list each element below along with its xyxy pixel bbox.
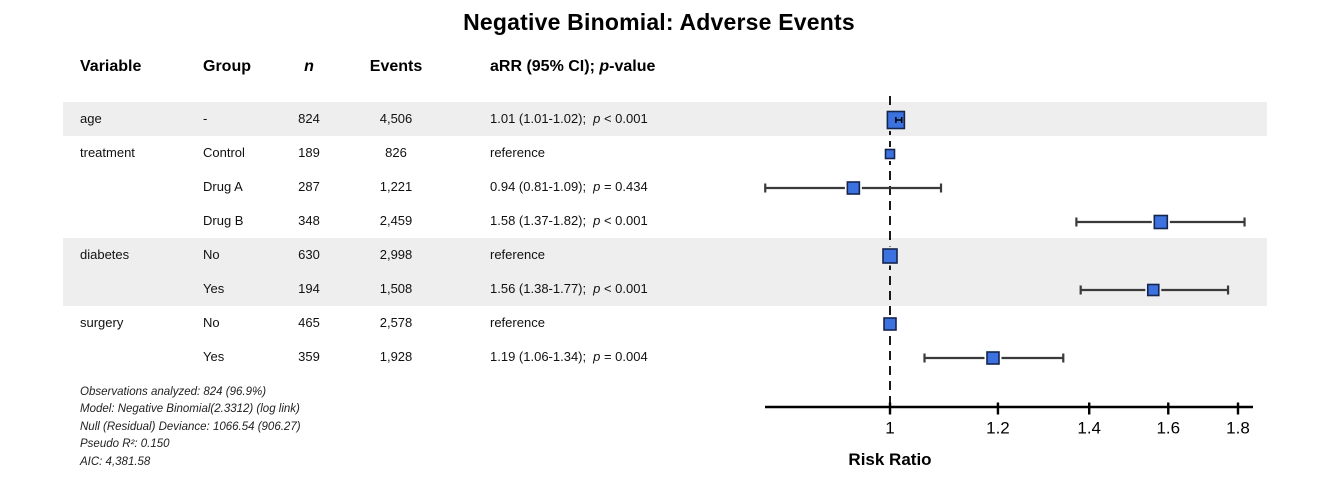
- cell-n: 824: [298, 111, 320, 126]
- table-row: treatment Control 189 826 reference: [63, 136, 1267, 170]
- cell-events: 1,508: [379, 281, 413, 296]
- footnote-line: Model: Negative Binomial(2.3312) (log li…: [80, 403, 300, 416]
- cell-estimate: 0.94 (0.81-1.09); p = 0.434: [490, 179, 648, 194]
- cell-n: 287: [298, 179, 320, 194]
- p-value-symbol: p: [593, 281, 601, 296]
- footnotes: Observations analyzed: 824 (96.9%) Model:…: [80, 384, 301, 471]
- cell-events: 2,578: [379, 315, 413, 330]
- cell-n: 630: [298, 247, 320, 262]
- chart-title: Negative Binomial: Adverse Events: [463, 9, 855, 35]
- table-row: age - 824 4,506 1.01 (1.01-1.02); p < 0.001: [63, 102, 1267, 136]
- cell-group: Control: [203, 145, 245, 160]
- table-row: Yes 359 1,928 1.19 (1.06-1.34); p = 0.004: [63, 340, 1267, 374]
- cell-group: Yes: [203, 281, 225, 296]
- cell-estimate: 1.56 (1.38-1.77); p < 0.001: [490, 281, 648, 296]
- cell-estimate: 1.01 (1.01-1.02); p < 0.001: [490, 111, 648, 126]
- cell-n: 359: [298, 349, 320, 364]
- cell-group: Drug B: [203, 213, 244, 228]
- cell-events: 2,998: [379, 247, 413, 262]
- cell-events: 4,506: [379, 111, 413, 126]
- table-row: diabetes No 630 2,998 reference: [63, 238, 1267, 272]
- cell-n: 189: [298, 145, 320, 160]
- cell-n: 194: [298, 281, 320, 296]
- cell-estimate: 1.58 (1.37-1.82); p < 0.001: [490, 213, 648, 228]
- x-tick-label: 1.6: [1156, 419, 1180, 438]
- estimate-header-suffix: -value: [609, 58, 656, 75]
- footnote-line: Observations analyzed: 824 (96.9%): [80, 386, 267, 398]
- x-axis-title: Risk Ratio: [848, 450, 932, 469]
- x-tick-label: 1.8: [1226, 419, 1250, 438]
- cell-variable: age: [80, 111, 102, 126]
- cell-events: 2,459: [379, 213, 413, 228]
- estimate-header-p: p: [599, 58, 610, 75]
- cell-events: 1,928: [379, 349, 413, 364]
- cell-group: -: [203, 111, 208, 126]
- cell-n: 348: [298, 213, 320, 228]
- p-value-symbol: p: [593, 213, 601, 228]
- cell-variable: diabetes: [80, 247, 130, 262]
- table-row: surgery No 465 2,578 reference: [63, 306, 1267, 340]
- footnote-line: AIC: 4,381.58: [80, 455, 151, 468]
- table-row: Yes 194 1,508 1.56 (1.38-1.77); p < 0.001: [63, 272, 1267, 306]
- cell-n: 465: [298, 315, 320, 330]
- cell-estimate: 1.19 (1.06-1.34); p = 0.004: [490, 349, 648, 364]
- cell-variable: surgery: [80, 315, 124, 330]
- column-header-events: Events: [369, 58, 423, 75]
- p-value-symbol: p: [593, 179, 601, 194]
- p-value-symbol: p: [593, 111, 601, 126]
- x-tick-label: 1.2: [986, 419, 1010, 438]
- cell-group: No: [203, 247, 220, 262]
- x-tick-label: 1.4: [1077, 419, 1101, 438]
- table-row: Drug A 287 1,221 0.94 (0.81-1.09); p = 0.434: [63, 170, 1267, 204]
- column-header-group: Group: [203, 58, 251, 75]
- p-value-symbol: p: [593, 349, 601, 364]
- cell-group: Yes: [203, 349, 225, 364]
- column-header-estimate: aRR (95% CI); p-value: [490, 58, 655, 76]
- cell-estimate: reference: [490, 315, 545, 330]
- estimate-header-prefix: aRR (95% CI);: [490, 58, 600, 75]
- x-tick-label: 1: [885, 419, 894, 438]
- footnote-line: Pseudo R²: 0.150: [80, 438, 170, 451]
- cell-estimate: reference: [490, 247, 545, 262]
- cell-variable: treatment: [80, 145, 135, 160]
- cell-estimate: reference: [490, 145, 545, 160]
- column-header-variable: Variable: [80, 58, 142, 75]
- column-header-n: n: [304, 58, 314, 75]
- cell-group: Drug A: [203, 179, 243, 194]
- cell-group: No: [203, 315, 220, 330]
- footnote-line: Null (Residual) Deviance: 1066.54 (906.2…: [80, 420, 301, 433]
- cell-events: 826: [385, 145, 407, 160]
- table-row: Drug B 348 2,459 1.58 (1.37-1.82); p < 0.001: [63, 204, 1267, 238]
- cell-events: 1,221: [379, 179, 413, 194]
